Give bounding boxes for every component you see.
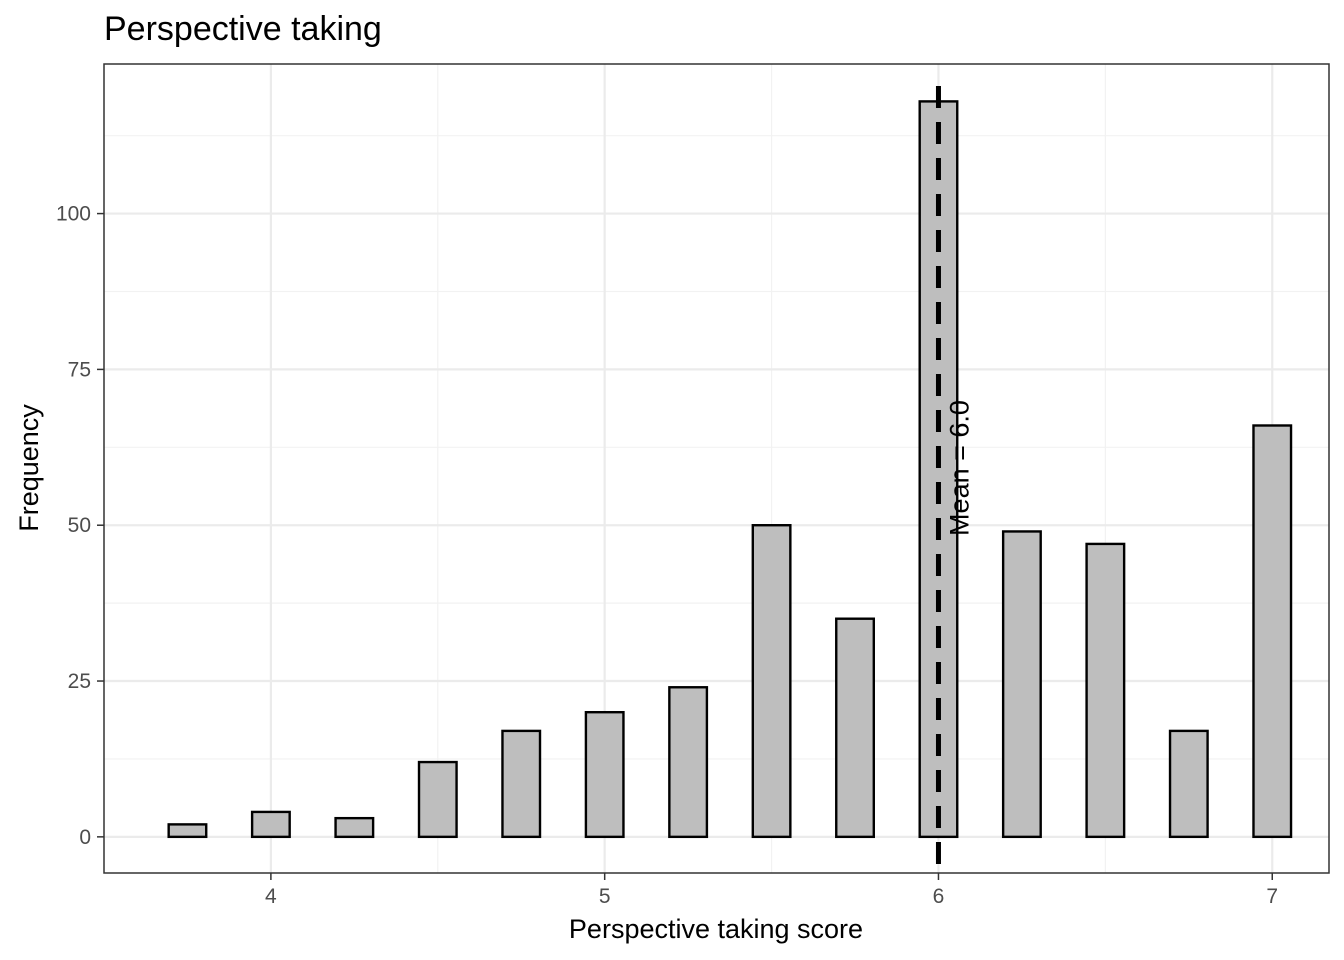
y-tick-label: 75 xyxy=(68,358,91,381)
x-tick-label: 4 xyxy=(265,885,277,908)
histogram-bar xyxy=(417,760,458,839)
histogram-bar xyxy=(1001,530,1042,839)
panel-border-rect xyxy=(103,63,1330,874)
histogram-bar xyxy=(334,816,375,839)
x-tick-label: 5 xyxy=(599,885,611,908)
histogram-bar xyxy=(584,710,625,839)
histogram-bar xyxy=(250,810,291,839)
mean-label: Mean = 6.0 xyxy=(944,400,974,536)
y-tick-label: 0 xyxy=(79,826,91,849)
histogram-bar xyxy=(1168,729,1209,839)
x-axis-ticks: 4 5 6 7 xyxy=(265,873,1278,908)
chart-title: Perspective taking xyxy=(104,10,382,48)
y-axis-ticks: 0 25 50 75 100 xyxy=(56,203,104,849)
histogram-bar xyxy=(167,823,208,839)
x-axis-label: Perspective taking score xyxy=(569,914,863,944)
histogram-bar xyxy=(668,686,709,839)
histogram-bar xyxy=(835,617,875,839)
histogram-bar xyxy=(1252,424,1293,839)
y-tick-label: 25 xyxy=(68,670,91,693)
y-axis-label: Frequency xyxy=(14,404,44,532)
mean-annotation: Mean = 6.0 xyxy=(935,86,974,877)
y-tick-label: 50 xyxy=(68,514,91,537)
minor-gridlines xyxy=(103,64,1329,873)
y-tick-label: 100 xyxy=(56,203,91,226)
plot-background xyxy=(104,64,1329,873)
panel-border xyxy=(103,63,1330,874)
histogram-bar xyxy=(1085,542,1126,839)
histogram-bar xyxy=(751,524,792,839)
plot-panel xyxy=(104,64,1329,873)
histogram-bar xyxy=(501,729,542,839)
x-tick-label: 6 xyxy=(933,885,945,908)
x-tick-label: 7 xyxy=(1266,885,1278,908)
